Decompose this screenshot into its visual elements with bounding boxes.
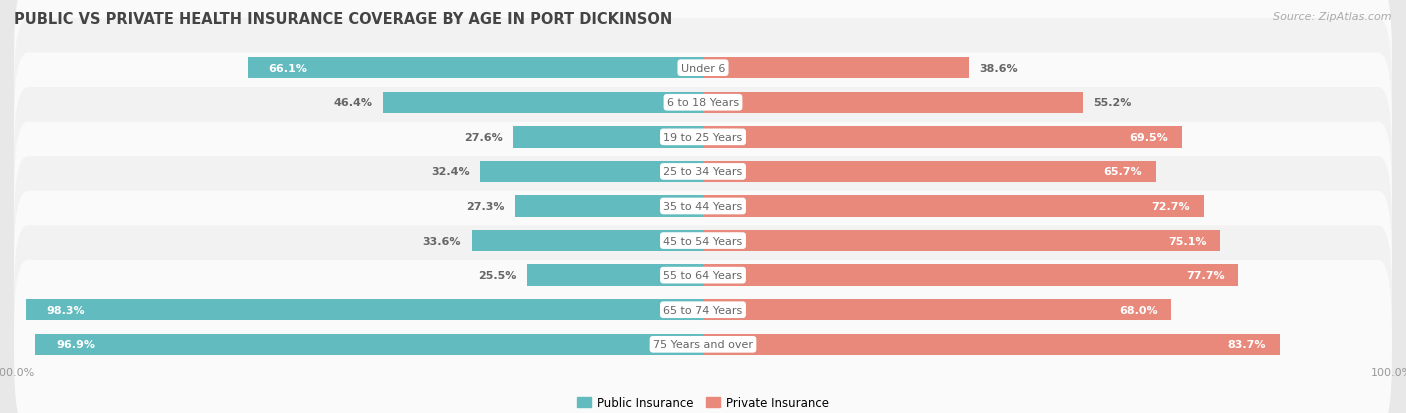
Bar [25, 299, 703, 320]
FancyBboxPatch shape [14, 88, 1392, 256]
Text: 65.7%: 65.7% [1104, 167, 1142, 177]
Bar [703, 93, 1083, 114]
Bar [703, 265, 1239, 286]
Text: 32.4%: 32.4% [430, 167, 470, 177]
FancyBboxPatch shape [14, 260, 1392, 413]
Bar [513, 127, 703, 148]
Text: 83.7%: 83.7% [1227, 339, 1265, 349]
Text: 69.5%: 69.5% [1129, 133, 1168, 142]
Text: 75 Years and over: 75 Years and over [652, 339, 754, 349]
Text: 77.7%: 77.7% [1185, 271, 1225, 280]
Text: 55.2%: 55.2% [1094, 98, 1132, 108]
Text: 68.0%: 68.0% [1119, 305, 1157, 315]
Text: 27.3%: 27.3% [465, 202, 505, 211]
Text: Source: ZipAtlas.com: Source: ZipAtlas.com [1274, 12, 1392, 22]
Text: 19 to 25 Years: 19 to 25 Years [664, 133, 742, 142]
Bar [515, 196, 703, 217]
Bar [35, 334, 703, 355]
Text: 6 to 18 Years: 6 to 18 Years [666, 98, 740, 108]
Text: 35 to 44 Years: 35 to 44 Years [664, 202, 742, 211]
Text: 45 to 54 Years: 45 to 54 Years [664, 236, 742, 246]
Bar [703, 196, 1204, 217]
Bar [247, 58, 703, 79]
Text: PUBLIC VS PRIVATE HEALTH INSURANCE COVERAGE BY AGE IN PORT DICKINSON: PUBLIC VS PRIVATE HEALTH INSURANCE COVER… [14, 12, 672, 27]
Text: 65 to 74 Years: 65 to 74 Years [664, 305, 742, 315]
Text: Under 6: Under 6 [681, 64, 725, 74]
FancyBboxPatch shape [14, 157, 1392, 325]
FancyBboxPatch shape [14, 122, 1392, 291]
Text: 33.6%: 33.6% [423, 236, 461, 246]
Text: 96.9%: 96.9% [56, 339, 96, 349]
Bar [703, 161, 1156, 183]
Text: 75.1%: 75.1% [1168, 236, 1206, 246]
Bar [703, 127, 1182, 148]
Text: 98.3%: 98.3% [46, 305, 86, 315]
Text: 27.6%: 27.6% [464, 133, 502, 142]
FancyBboxPatch shape [14, 226, 1392, 394]
Text: 38.6%: 38.6% [979, 64, 1018, 74]
Legend: Public Insurance, Private Insurance: Public Insurance, Private Insurance [572, 392, 834, 413]
Text: 55 to 64 Years: 55 to 64 Years [664, 271, 742, 280]
Text: 25 to 34 Years: 25 to 34 Years [664, 167, 742, 177]
Bar [703, 299, 1171, 320]
Text: 46.4%: 46.4% [335, 98, 373, 108]
Bar [703, 58, 969, 79]
Bar [703, 230, 1220, 252]
FancyBboxPatch shape [14, 191, 1392, 360]
FancyBboxPatch shape [14, 53, 1392, 222]
Text: 72.7%: 72.7% [1152, 202, 1189, 211]
Bar [471, 230, 703, 252]
FancyBboxPatch shape [14, 19, 1392, 187]
Bar [703, 334, 1279, 355]
Bar [527, 265, 703, 286]
Bar [384, 93, 703, 114]
Bar [479, 161, 703, 183]
Text: 25.5%: 25.5% [478, 271, 517, 280]
Text: 66.1%: 66.1% [269, 64, 307, 74]
FancyBboxPatch shape [14, 0, 1392, 153]
